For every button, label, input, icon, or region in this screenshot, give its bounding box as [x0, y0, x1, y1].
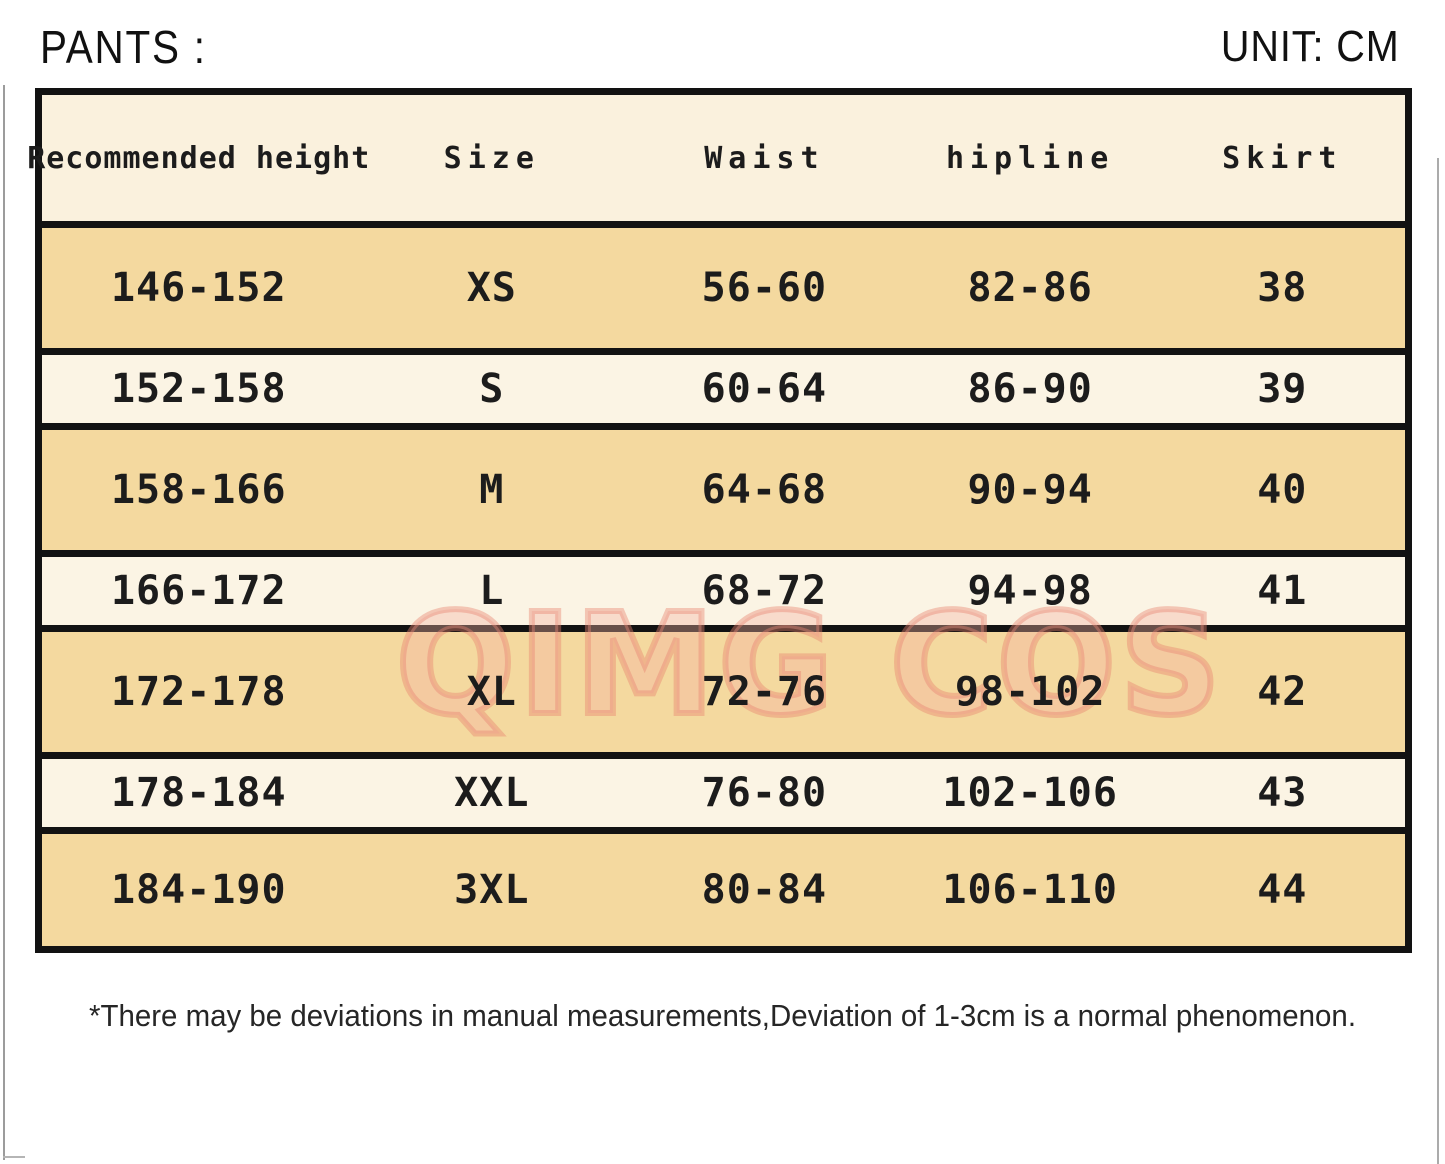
table-cell-text: 152-158 [110, 366, 287, 412]
page-edge-line-right [1437, 158, 1439, 1164]
table-cell-text: XXL [454, 770, 530, 816]
table-cell-text: 43 [1257, 770, 1308, 816]
table-cell: XL [355, 632, 628, 752]
table-cell-text: 64-68 [701, 467, 828, 513]
table-cell-text: 60-64 [701, 366, 828, 412]
table-cell-text: 68-72 [701, 568, 828, 614]
table-cell: 90-94 [901, 430, 1160, 550]
table-cell-text: 178-184 [110, 770, 287, 816]
page-edge-tick-bottom [3, 1156, 25, 1158]
table-cell-text: 72-76 [701, 669, 828, 715]
table-cell: Recommended height [27, 95, 369, 221]
table-cell-text: 146-152 [110, 265, 287, 311]
table-row: 178-184 XXL 76-80 102-106 43 [42, 759, 1405, 834]
table-cell-text: XL [466, 669, 517, 715]
table-cell-text: 3XL [454, 867, 530, 913]
unit-label: UNIT: CM [1221, 22, 1400, 71]
table-cell: 166-172 [42, 557, 355, 625]
table-cell-text: 44 [1257, 867, 1308, 913]
table-cell: 72-76 [628, 632, 901, 752]
table-cell: S [355, 355, 628, 423]
table-row: 184-190 3XL 80-84 106-110 44 [42, 834, 1405, 946]
table-cell: 184-190 [42, 834, 355, 946]
table-cell-text: XS [466, 265, 517, 311]
table-cell: M [355, 430, 628, 550]
table-cell: 178-184 [42, 759, 355, 827]
table-cell: 64-68 [628, 430, 901, 550]
table-cell-text: 41 [1257, 568, 1308, 614]
table-cell-text: hipline [945, 140, 1115, 176]
table-cell: 42 [1160, 632, 1405, 752]
table-cell: 98-102 [901, 632, 1160, 752]
table-row: 172-178 XL 72-76 98-102 42 [42, 632, 1405, 759]
table-cell-text: 94-98 [967, 568, 1093, 614]
table-cell: Waist [628, 95, 901, 221]
footnote-text: *There may be deviations in manual measu… [88, 998, 1357, 1033]
table-cell: 158-166 [42, 430, 355, 550]
table-cell: 102-106 [901, 759, 1160, 827]
table-cell-text: S [479, 366, 505, 412]
table-cell-text: 76-80 [701, 770, 828, 816]
table-cell: 68-72 [628, 557, 901, 625]
table-cell: 94-98 [901, 557, 1160, 625]
page-edge-line-left [3, 85, 5, 1160]
table-cell-text: 102-106 [942, 770, 1118, 816]
table-cell-text: L [479, 568, 505, 614]
table-cell-text: 39 [1257, 366, 1308, 412]
table-cell: XS [355, 228, 628, 348]
table-cell-text: 166-172 [110, 568, 287, 614]
table-cell-text: 82-86 [967, 265, 1093, 311]
table-cell-text: 106-110 [942, 867, 1118, 913]
table-cell-text: 172-178 [110, 669, 287, 715]
table-cell: 56-60 [628, 228, 901, 348]
table-cell-text: 56-60 [701, 265, 828, 311]
table-cell-text: Size [443, 140, 540, 176]
table-cell-text: 38 [1257, 265, 1308, 311]
table-cell: hipline [901, 95, 1160, 221]
table-cell: 44 [1160, 834, 1405, 946]
table-cell: 43 [1160, 759, 1405, 827]
table-row: 166-172 L 68-72 94-98 41 [42, 557, 1405, 632]
size-chart-table: Recommended height Size Waist hipline Skirt … [27, 88, 1412, 953]
table-row: 146-152 XS 56-60 82-86 38 [42, 228, 1405, 355]
table-cell-text: 40 [1257, 467, 1308, 513]
table-cell-text: M [479, 467, 505, 513]
table-cell: Skirt [1160, 95, 1405, 221]
table-cell-text: 184-190 [110, 867, 287, 913]
table-cell: 76-80 [628, 759, 901, 827]
table-cell: Size [355, 95, 628, 221]
table-cell: 38 [1160, 228, 1405, 348]
table-cell: 80-84 [628, 834, 901, 946]
table-cell-text: 86-90 [967, 366, 1093, 412]
table-cell-text: Skirt [1222, 140, 1343, 176]
table-row: 158-166 M 64-68 90-94 40 [42, 430, 1405, 557]
table-cell: XXL [355, 759, 628, 827]
table-body: 146-152 XS 56-60 82-86 38 152-158 S 60-64 86-90 3… [42, 228, 1405, 946]
table-cell: L [355, 557, 628, 625]
table-cell: 86-90 [901, 355, 1160, 423]
table-cell: 82-86 [901, 228, 1160, 348]
table-cell: 152-158 [42, 355, 355, 423]
table-cell-text: Recommended height [27, 140, 371, 176]
table-cell: 41 [1160, 557, 1405, 625]
table-row: 152-158 S 60-64 86-90 39 [42, 355, 1405, 430]
table-cell: 39 [1160, 355, 1405, 423]
table-cell-text: 80-84 [701, 867, 828, 913]
table-cell-text: 42 [1257, 669, 1308, 715]
table-cell-text: 98-102 [954, 669, 1106, 715]
table-cell: 3XL [355, 834, 628, 946]
table-cell: 40 [1160, 430, 1405, 550]
table-cell: 106-110 [901, 834, 1160, 946]
table-cell-text: 90-94 [967, 467, 1093, 513]
table-cell: 172-178 [42, 632, 355, 752]
table-cell-text: 158-166 [110, 467, 287, 513]
table-cell: 146-152 [42, 228, 355, 348]
table-cell-text: Waist [704, 140, 825, 176]
table-header-row: Recommended height Size Waist hipline Skirt [27, 95, 1405, 228]
table-cell: 60-64 [628, 355, 901, 423]
page-title: PANTS : [40, 21, 207, 73]
